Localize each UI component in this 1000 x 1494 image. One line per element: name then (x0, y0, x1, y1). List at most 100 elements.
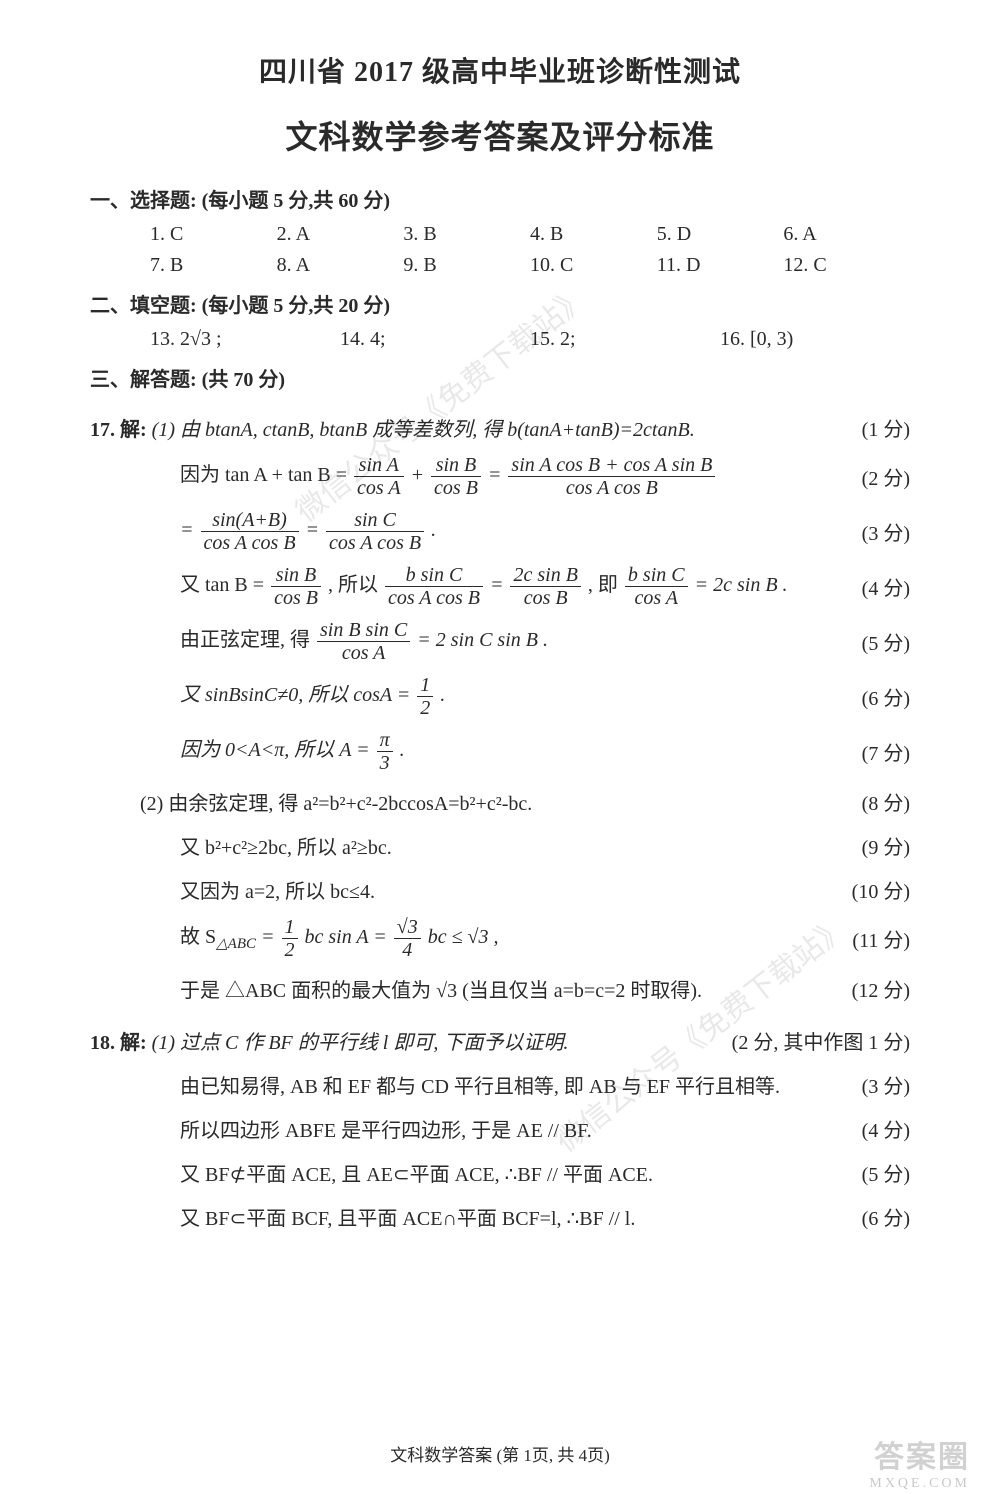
fill-item: 13. 2√3 ; (150, 328, 340, 351)
text: 又 tan B = (180, 574, 264, 596)
fill-item: 14. 4; (340, 328, 530, 351)
mcq-item: 6. A (783, 223, 910, 246)
text: (1) 由 btanA, ctanB, btanB 成等差数列, 得 b(tan… (152, 419, 695, 441)
text: = 2 sin C sin B . (417, 629, 548, 651)
page-title-line2: 文科数学参考答案及评分标准 (90, 112, 910, 158)
num: π (377, 729, 393, 752)
num: sin B (431, 454, 481, 477)
text: , 即 (588, 574, 618, 596)
q18-1-e: 又 BF⊂平面 BCF, 且平面 ACE∩平面 BCF=l, ∴BF // l. (180, 1202, 844, 1231)
mcq-item: 11. D (657, 254, 784, 277)
num: b sin C (385, 564, 483, 587)
text: 又 sinBsinC≠0, 所以 cosA = (180, 684, 410, 706)
num: √3 (394, 916, 421, 939)
num: sin A (354, 454, 404, 477)
den: 2 (417, 697, 433, 719)
fill-item: 16. [0, 3) (720, 328, 910, 351)
q17-1-f: 又 sinBsinC≠0, 所以 cosA = 12 . (180, 674, 844, 719)
text: 故 S (180, 926, 216, 948)
num: sin C (326, 509, 424, 532)
points: (7 分) (862, 737, 910, 766)
q17-head: 17. 解: (90, 419, 147, 441)
den: cos A cos B (508, 477, 715, 499)
q17: 17. 解: (1) 由 btanA, ctanB, btanB 成等差数列, … (90, 410, 910, 1005)
corner-sub: MXQE.COM (869, 1476, 970, 1492)
points: (11 分) (852, 924, 910, 953)
text: 由正弦定理, 得 (180, 629, 310, 651)
sub: △ABC (216, 936, 256, 952)
q17-2-b: 又 b²+c²≥2bc, 所以 a²≥bc. (180, 831, 844, 860)
points: (4 分) (862, 572, 910, 601)
mcq-item: 4. B (530, 223, 657, 246)
mcq-item: 9. B (403, 254, 530, 277)
den: cos A (317, 642, 410, 664)
den: cos A cos B (385, 587, 483, 609)
q18-1-a: 18. 解: (1) 过点 C 作 BF 的平行线 l 即可, 下面予以证明. (90, 1026, 714, 1055)
text: (1) 过点 C 作 BF 的平行线 l 即可, 下面予以证明. (152, 1032, 569, 1054)
mcq-item: 1. C (150, 223, 277, 246)
den: 4 (394, 939, 421, 961)
den: cos A (625, 587, 688, 609)
points: (6 分) (862, 682, 910, 711)
num: b sin C (625, 564, 688, 587)
points: (6 分) (862, 1202, 910, 1231)
text: bc sin A = (305, 926, 387, 948)
mcq-row-2: 7. B 8. A 9. B 10. C 11. D 12. C (150, 254, 910, 277)
q18-1-c: 所以四边形 ABFE 是平行四边形, 于是 AE // BF. (180, 1114, 844, 1143)
q17-2-e: 于是 △ABC 面积的最大值为 √3 (当且仅当 a=b=c=2 时取得). (180, 974, 834, 1003)
mcq-item: 3. B (403, 223, 530, 246)
den: cos B (431, 477, 481, 499)
page-title-line1: 四川省 2017 级高中毕业班诊断性测试 (90, 50, 910, 90)
points: (8 分) (862, 787, 910, 816)
corner-logo: 答案圈 (874, 1432, 970, 1476)
num: sin B sin C (317, 619, 410, 642)
fill-row: 13. 2√3 ; 14. 4; 15. 2; 16. [0, 3) (150, 328, 910, 351)
q17-1-a: 17. 解: (1) 由 btanA, ctanB, btanB 成等差数列, … (90, 413, 844, 442)
section-2-heading: 二、填空题: (每小题 5 分,共 20 分) (90, 289, 910, 318)
text: bc ≤ √3 , (428, 926, 499, 948)
q18-1-d: 又 BF⊄平面 ACE, 且 AE⊂平面 ACE, ∴BF // 平面 ACE. (180, 1158, 844, 1187)
den: cos A (354, 477, 404, 499)
points: (5 分) (862, 627, 910, 656)
text: = 2c sin B . (695, 574, 788, 596)
points: (5 分) (862, 1158, 910, 1187)
page-footer: 文科数学答案 (第 1页, 共 4页) (0, 1441, 1000, 1466)
num: 2c sin B (510, 564, 580, 587)
num: 1 (282, 916, 298, 939)
den: cos B (271, 587, 321, 609)
points: (1 分) (862, 413, 910, 442)
text: , 所以 (328, 574, 378, 596)
num: 1 (417, 674, 433, 697)
mcq-item: 8. A (277, 254, 404, 277)
num: sin B (271, 564, 321, 587)
text: 因为 tan A + tan B = (180, 464, 347, 486)
points: (3 分) (862, 1070, 910, 1099)
q17-1-g: 因为 0<A<π, 所以 A = π3 . (180, 729, 844, 774)
q18-1-b: 由已知易得, AB 和 EF 都与 CD 平行且相等, 即 AB 与 EF 平行… (180, 1070, 844, 1099)
points: (9 分) (862, 831, 910, 860)
q17-2-c: 又因为 a=2, 所以 bc≤4. (180, 875, 834, 904)
text: 因为 0<A<π, 所以 A = (180, 739, 370, 761)
q18: 18. 解: (1) 过点 C 作 BF 的平行线 l 即可, 下面予以证明. … (90, 1023, 910, 1233)
q17-2-d: 故 S△ABC = 12 bc sin A = √34 bc ≤ √3 , (180, 916, 834, 961)
q17-1-b: 因为 tan A + tan B = sin Acos A + sin Bcos… (180, 454, 844, 499)
points: (2 分) (862, 462, 910, 491)
section-3-heading: 三、解答题: (共 70 分) (90, 363, 910, 392)
mcq-item: 5. D (657, 223, 784, 246)
q18-head: 18. 解: (90, 1032, 147, 1054)
mcq-item: 12. C (783, 254, 910, 277)
fill-item: 15. 2; (530, 328, 720, 351)
mcq-item: 10. C (530, 254, 657, 277)
den: cos A cos B (326, 532, 424, 554)
num: sin A cos B + cos A sin B (508, 454, 715, 477)
points: (4 分) (862, 1114, 910, 1143)
num: sin(A+B) (201, 509, 299, 532)
den: cos A cos B (201, 532, 299, 554)
mcq-item: 7. B (150, 254, 277, 277)
section-1-heading: 一、选择题: (每小题 5 分,共 60 分) (90, 184, 910, 213)
q17-1-c: = sin(A+B)cos A cos B = sin Ccos A cos B… (180, 509, 844, 554)
den: 3 (377, 752, 393, 774)
den: cos B (510, 587, 580, 609)
den: 2 (282, 939, 298, 961)
points: (12 分) (852, 974, 910, 1003)
